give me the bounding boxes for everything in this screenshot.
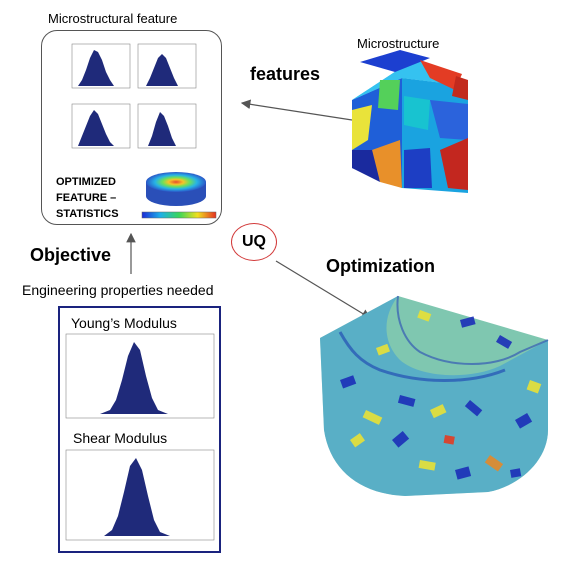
mini-histogram-1 (71, 43, 131, 89)
engineering-properties-label: Engineering properties needed (22, 282, 214, 298)
microstructure-label: Microstructure (357, 36, 440, 51)
optimized-line-3: STATISTICS (56, 208, 119, 220)
young-histogram-bars (100, 342, 168, 414)
young-histogram (65, 333, 215, 419)
mini-histogram-4 (137, 103, 197, 149)
mini-histogram-2 (137, 43, 197, 89)
optimized-line-2: FEATURE – (56, 192, 117, 204)
optimized-disc (146, 172, 206, 206)
optimized-line-1: OPTIMIZED (56, 176, 116, 188)
shear-modulus-label: Shear Modulus (73, 430, 168, 446)
features-arrow (240, 99, 353, 121)
optimization-arrow (275, 260, 372, 319)
feature-histograms (71, 43, 197, 149)
shear-histogram-bars (104, 458, 170, 536)
optimization-label: Optimization (326, 256, 435, 276)
uq-badge: UQ (231, 223, 277, 261)
optimized-statistics-label: OPTIMIZED FEATURE – STATISTICS (56, 174, 119, 222)
optimization-part (320, 295, 549, 496)
microstructural-feature-box (41, 30, 222, 225)
mini-histogram-3 (71, 103, 131, 149)
uq-label: UQ (242, 233, 266, 250)
engineering-properties-box (58, 306, 221, 553)
microstructure-cube (352, 50, 468, 193)
objective-label: Objective (30, 245, 112, 265)
microstructural-feature-title: Microstructural feature (48, 11, 178, 26)
features-label: features (250, 64, 321, 84)
young-modulus-label: Young’s Modulus (71, 315, 177, 331)
shear-histogram (65, 449, 215, 541)
